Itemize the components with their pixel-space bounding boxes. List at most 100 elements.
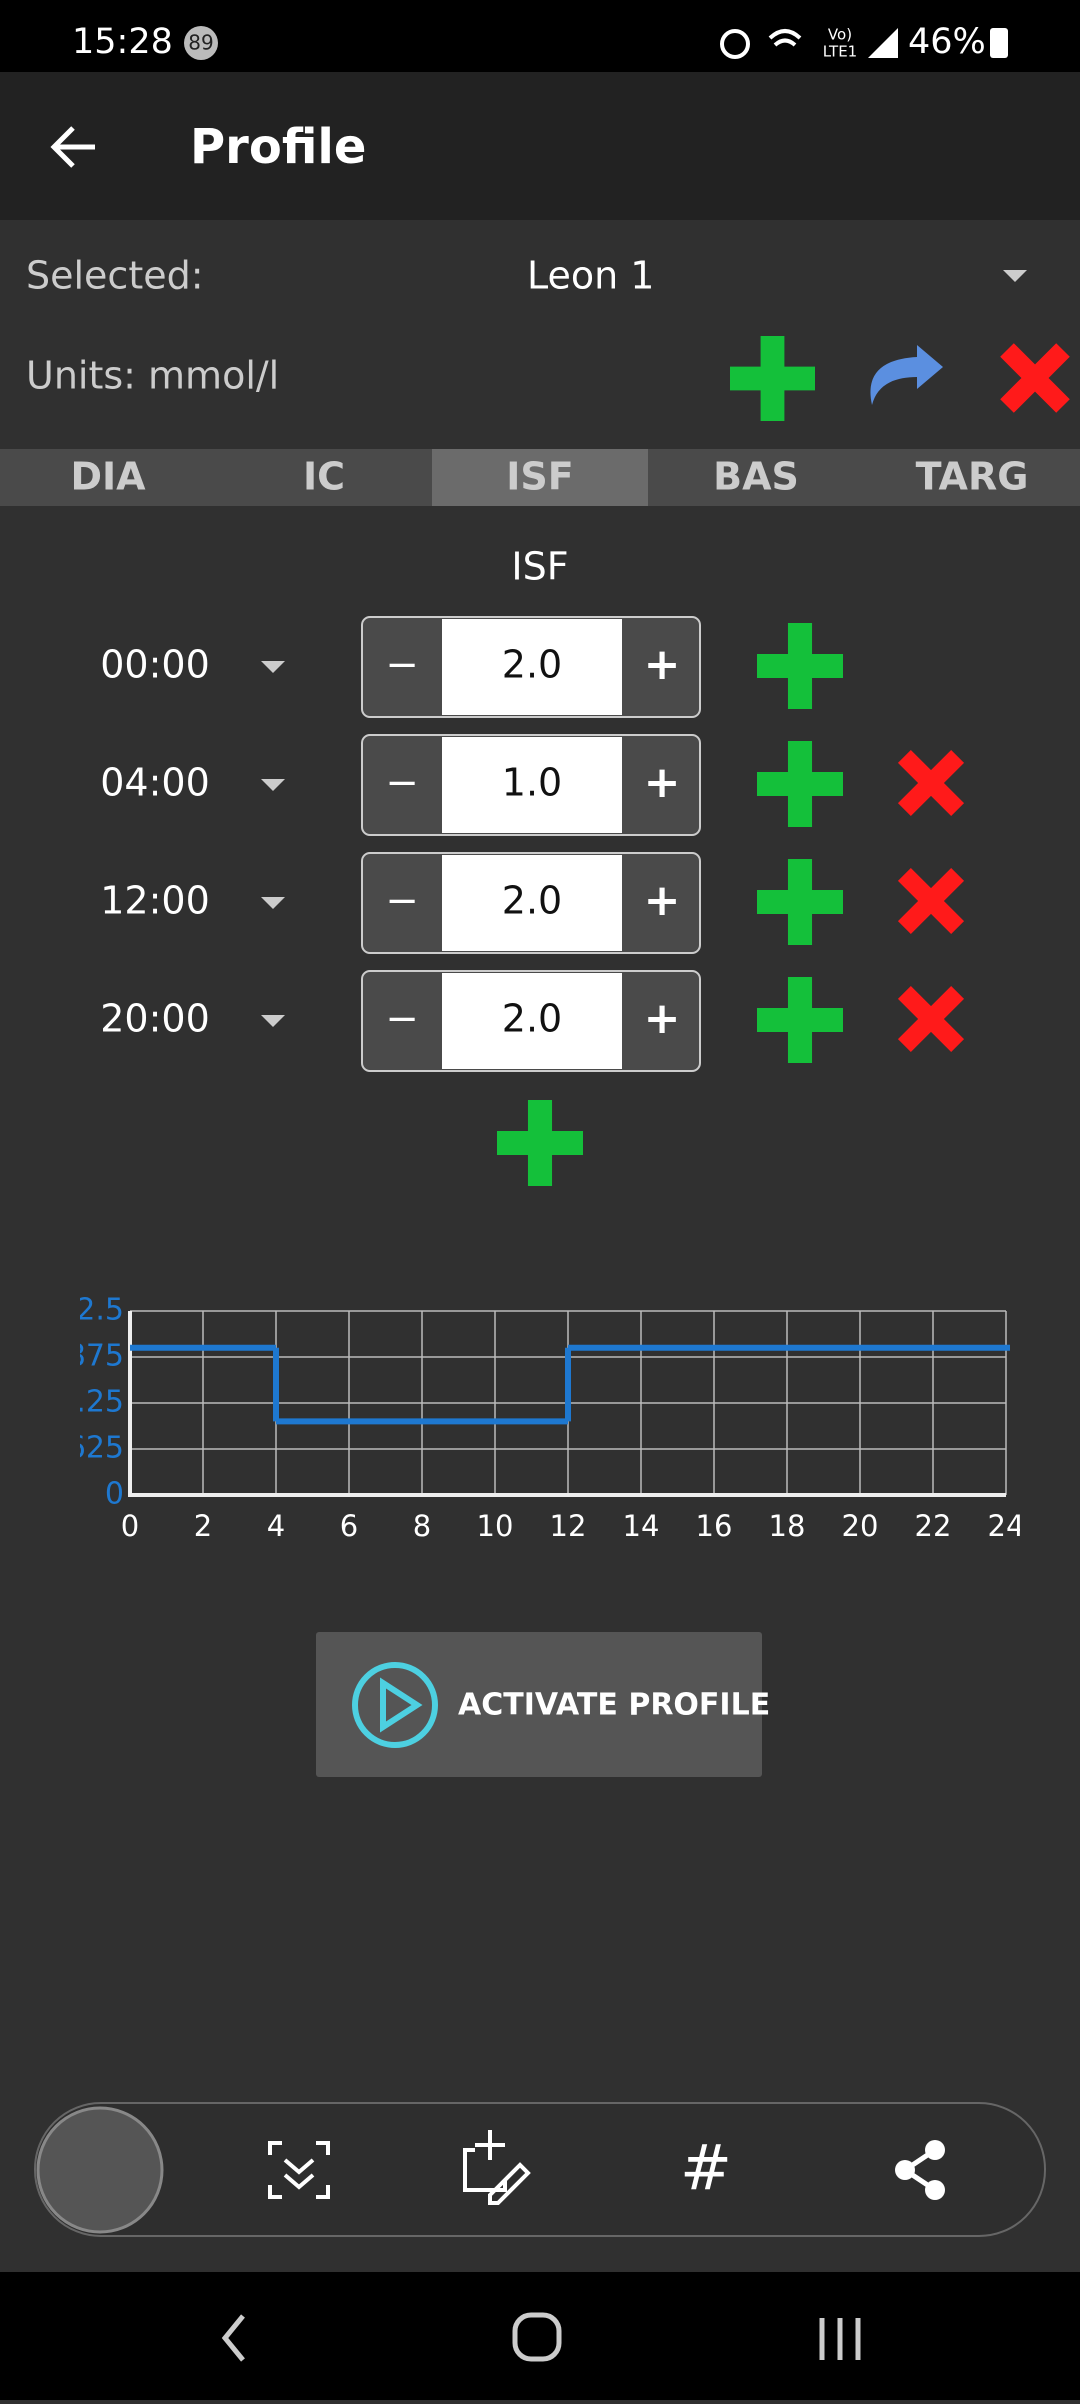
- tag-icon[interactable]: #: [680, 2131, 732, 2204]
- delete-row[interactable]: [904, 874, 957, 927]
- battery-text: 46%: [908, 22, 986, 62]
- x-tick-label: 20: [842, 1509, 879, 1543]
- add-row-after[interactable]: [757, 859, 843, 945]
- x-tick-label: 10: [477, 1509, 514, 1543]
- value-field[interactable]: [442, 737, 622, 833]
- toolbar: [0, 72, 1080, 220]
- tab-label: ISF: [506, 455, 573, 499]
- y-tick-label: 0: [105, 1477, 124, 1512]
- wifi-icon: [768, 29, 802, 47]
- minus-button[interactable]: −: [385, 996, 419, 1042]
- network: LTE1: [823, 43, 857, 61]
- value-field[interactable]: [442, 855, 622, 951]
- dropdown-arrow[interactable]: [1003, 270, 1027, 282]
- value-field[interactable]: [442, 973, 622, 1069]
- back-button[interactable]: [50, 126, 95, 168]
- add-row-after[interactable]: [757, 977, 843, 1063]
- time-dropdown[interactable]: [261, 661, 285, 673]
- time-label: 04:00: [100, 761, 210, 805]
- y-tick-label: 0.625: [38, 1431, 124, 1466]
- time-dropdown[interactable]: [261, 779, 285, 791]
- minus-button[interactable]: −: [385, 760, 419, 806]
- value: 2.0: [502, 643, 562, 687]
- share-dot: [925, 2140, 945, 2160]
- battery-icon: [990, 28, 1008, 58]
- plus-button[interactable]: +: [644, 757, 681, 808]
- badge: 89: [188, 31, 213, 55]
- nav-home[interactable]: [512, 2312, 562, 2362]
- time-dropdown[interactable]: [261, 1015, 285, 1027]
- y-tick-label: 1.875: [38, 1339, 124, 1374]
- play-icon: [380, 1677, 423, 1733]
- delete-row[interactable]: [904, 992, 957, 1045]
- add-profile[interactable]: [730, 336, 815, 421]
- signal-icon: [868, 28, 898, 58]
- share-dot: [925, 2180, 945, 2200]
- minus-button[interactable]: −: [385, 878, 419, 924]
- x-tick-label: 6: [340, 1509, 358, 1543]
- selected-label: Selected:: [26, 254, 204, 298]
- x-tick-label: 12: [550, 1509, 587, 1543]
- time-label: 00:00: [100, 643, 210, 687]
- activate-button[interactable]: [316, 1632, 762, 1777]
- delete-profile[interactable]: [1007, 350, 1063, 406]
- value: 2.0: [502, 879, 562, 923]
- time-dropdown[interactable]: [261, 897, 285, 909]
- y-tick-label: 2.5: [76, 1293, 124, 1328]
- clone-profile[interactable]: [870, 345, 943, 405]
- time-label: 20:00: [100, 997, 210, 1041]
- x-tick-label: 22: [915, 1509, 952, 1543]
- tab[interactable]: [648, 449, 864, 506]
- thumbnail[interactable]: [36, 2106, 164, 2234]
- value: 2.0: [502, 997, 562, 1041]
- x-tick-label: 18: [769, 1509, 806, 1543]
- x-tick-label: 8: [413, 1509, 431, 1543]
- tab-label: TARG: [916, 455, 1029, 499]
- edit-icon[interactable]: [463, 2130, 531, 2205]
- toolbar-title: Profile: [190, 119, 366, 175]
- nav-back[interactable]: [221, 2314, 245, 2362]
- x-tick-label: 2: [194, 1509, 212, 1543]
- status-bar: [0, 0, 1080, 72]
- tab[interactable]: [864, 449, 1080, 506]
- plus-button[interactable]: +: [644, 993, 681, 1044]
- tab-label: IC: [303, 455, 345, 499]
- screenshot-toolbar: [34, 2102, 1046, 2237]
- plus-button[interactable]: +: [644, 639, 681, 690]
- axis: [128, 1311, 1006, 1497]
- alarm-icon: [720, 29, 750, 59]
- share-dot: [895, 2160, 915, 2180]
- nav-recents[interactable]: [819, 2318, 861, 2360]
- x-tick-label: 4: [267, 1509, 285, 1543]
- minus-button[interactable]: −: [385, 642, 419, 688]
- scroll-capture[interactable]: [268, 2141, 330, 2199]
- x-tick-label: 0: [121, 1509, 139, 1543]
- tab-label: DIA: [70, 455, 146, 499]
- value-field[interactable]: [442, 619, 622, 715]
- clock: 15:28: [72, 22, 173, 62]
- add-row-after[interactable]: [757, 741, 843, 827]
- network: Vo): [828, 26, 852, 44]
- x-tick-label: 16: [696, 1509, 733, 1543]
- tab-label: BAS: [713, 455, 799, 499]
- x-tick-label: 24: [988, 1509, 1025, 1543]
- add-row-after[interactable]: [757, 623, 843, 709]
- y-tick-label: 1.25: [57, 1385, 124, 1420]
- nav-bar: [0, 2272, 1080, 2400]
- tab[interactable]: [216, 449, 432, 506]
- tab[interactable]: [432, 449, 648, 506]
- badge-bg: [184, 26, 218, 60]
- add-row[interactable]: [497, 1100, 583, 1186]
- plus-button[interactable]: +: [644, 875, 681, 926]
- value: 1.0: [502, 761, 562, 805]
- section-title: ISF: [511, 545, 568, 589]
- delete-row[interactable]: [904, 756, 957, 809]
- activate-label: ACTIVATE PROFILE: [458, 1688, 770, 1723]
- x-tick-label: 14: [623, 1509, 660, 1543]
- time-label: 12:00: [100, 879, 210, 923]
- profile-select[interactable]: Leon 1: [527, 254, 654, 298]
- units-label: Units: mmol/l: [26, 354, 279, 398]
- tab[interactable]: [0, 449, 216, 506]
